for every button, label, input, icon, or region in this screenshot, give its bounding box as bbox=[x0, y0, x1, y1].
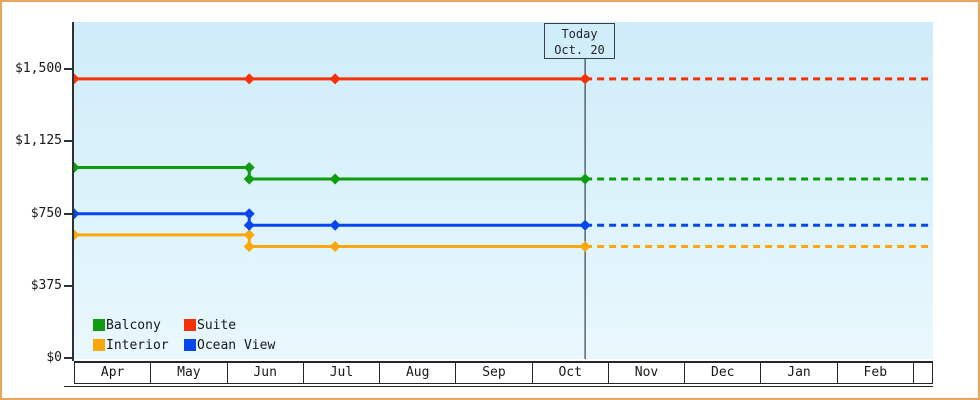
series-marker-balcony bbox=[579, 173, 591, 185]
legend: Balcony Suite Interior Ocean View bbox=[93, 315, 275, 355]
legend-swatch-suite bbox=[184, 319, 196, 331]
series-marker-interior bbox=[243, 229, 255, 241]
series-marker-ocean-view bbox=[74, 208, 80, 220]
series-marker-ocean-view bbox=[243, 208, 255, 220]
y-axis-label: $1,125 bbox=[15, 133, 62, 149]
series-marker-balcony bbox=[243, 173, 255, 185]
month-cell-may: May bbox=[151, 363, 228, 383]
y-axis-tick bbox=[64, 212, 72, 215]
legend-item-balcony: Balcony bbox=[93, 315, 184, 335]
y-axis-label: $0 bbox=[46, 350, 62, 365]
legend-label-interior: Interior bbox=[106, 337, 169, 353]
series-marker-balcony bbox=[243, 161, 255, 173]
month-cell-dec: Dec bbox=[685, 363, 762, 383]
series-marker-balcony bbox=[329, 173, 341, 185]
legend-label-suite: Suite bbox=[197, 317, 237, 333]
series-line-interior bbox=[74, 233, 586, 248]
y-axis-label: $750 bbox=[30, 205, 62, 221]
today-box-line1: Today bbox=[561, 27, 598, 41]
series-marker-interior bbox=[74, 229, 80, 241]
series-marker-balcony bbox=[74, 161, 80, 173]
series-marker-suite bbox=[243, 73, 255, 85]
legend-label-ocean-view: Ocean View bbox=[197, 337, 276, 353]
series-marker-ocean-view bbox=[329, 219, 341, 231]
x-axis-underline bbox=[64, 386, 933, 387]
today-box-line2: Oct. 20 bbox=[554, 43, 605, 57]
series-marker-suite bbox=[579, 73, 591, 85]
y-axis-tick bbox=[64, 68, 72, 70]
legend-label-balcony: Balcony bbox=[106, 317, 161, 333]
month-cell-jun: Jun bbox=[228, 363, 304, 383]
y-axis-label: $1,500 bbox=[15, 61, 62, 76]
price-history-chart bbox=[74, 59, 933, 359]
month-cell-apr: Apr bbox=[75, 363, 152, 383]
month-cell-jul: Jul bbox=[304, 363, 381, 383]
y-axis-tick bbox=[64, 357, 72, 359]
series-marker-interior bbox=[329, 240, 341, 252]
legend-swatch-ocean-view bbox=[184, 339, 196, 351]
y-axis-line bbox=[72, 22, 74, 361]
y-axis-tick bbox=[64, 284, 72, 287]
series-marker-suite bbox=[74, 73, 80, 85]
month-cell-feb: Feb bbox=[838, 363, 914, 383]
month-cell-stub bbox=[914, 363, 933, 383]
legend-item-interior: Interior bbox=[93, 335, 184, 355]
legend-swatch-balcony bbox=[93, 319, 105, 331]
today-box: Today Oct. 20 bbox=[544, 23, 615, 59]
series-marker-interior bbox=[243, 240, 255, 252]
y-axis-tick bbox=[64, 140, 72, 143]
series-line-ocean-view bbox=[74, 212, 586, 227]
month-cell-oct: Oct bbox=[533, 363, 609, 383]
x-axis-month-band: Apr May Jun Jul Aug Sep Oct Nov Dec Jan Feb bbox=[74, 361, 933, 384]
legend-item-suite: Suite bbox=[184, 315, 275, 335]
plot-area bbox=[74, 22, 933, 359]
series-marker-interior bbox=[579, 240, 591, 252]
series-marker-ocean-view bbox=[243, 219, 255, 231]
legend-item-ocean-view: Ocean View bbox=[184, 335, 275, 355]
series-marker-suite bbox=[329, 73, 341, 85]
y-axis-label: $375 bbox=[30, 277, 62, 293]
series-line-balcony bbox=[74, 165, 586, 181]
month-cell-jan: Jan bbox=[761, 363, 838, 383]
month-cell-aug: Aug bbox=[380, 363, 457, 383]
month-cell-sep: Sep bbox=[456, 363, 533, 383]
month-cell-nov: Nov bbox=[609, 363, 686, 383]
series-marker-ocean-view bbox=[579, 219, 591, 231]
legend-swatch-interior bbox=[93, 339, 105, 351]
